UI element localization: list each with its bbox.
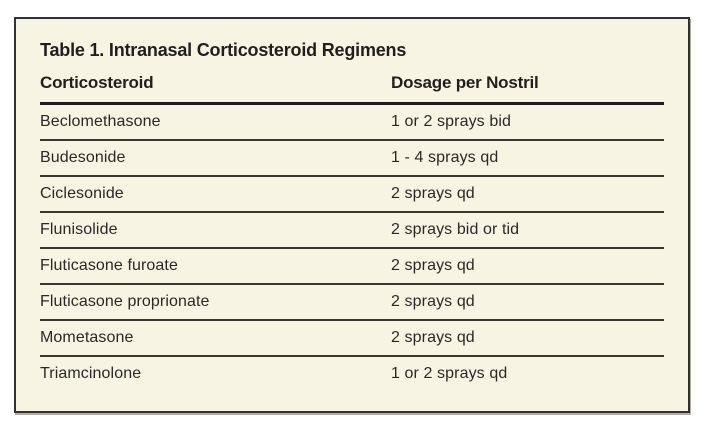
dosage-cell: 1 or 2 sprays bid	[391, 113, 511, 130]
drug-name-cell: Ciclesonide	[40, 185, 124, 202]
dosage-cell: 2 sprays qd	[391, 185, 475, 202]
dosage-cell: 2 sprays qd	[391, 293, 475, 310]
table-row: Fluticasone proprionate 2 sprays qd	[40, 285, 664, 321]
table-row: Triamcinolone 1 or 2 sprays qd	[40, 357, 664, 391]
drug-name-cell: Flunisolide	[40, 221, 118, 238]
table-row: Beclomethasone 1 or 2 sprays bid	[40, 105, 664, 141]
drug-name-cell: Fluticasone proprionate	[40, 293, 210, 310]
drug-name-cell: Beclomethasone	[40, 113, 161, 130]
drug-name-cell: Mometasone	[40, 329, 134, 346]
table-row: Flunisolide 2 sprays bid or tid	[40, 213, 664, 249]
dosage-cell: 1 or 2 sprays qd	[391, 365, 508, 382]
dosage-cell: 2 sprays qd	[391, 329, 475, 346]
drug-name-cell: Budesonide	[40, 149, 126, 166]
table-header-row: Corticosteroid Dosage per Nostril	[40, 73, 664, 105]
dosage-cell: 2 sprays qd	[391, 257, 475, 274]
column-header-dosage: Dosage per Nostril	[391, 73, 539, 92]
table-title: Table 1. Intranasal Corticosteroid Regim…	[40, 40, 407, 60]
table-row: Fluticasone furoate 2 sprays qd	[40, 249, 664, 285]
column-header-corticosteroid: Corticosteroid	[40, 73, 154, 92]
dosage-cell: 1 - 4 sprays qd	[391, 149, 499, 166]
drug-name-cell: Triamcinolone	[40, 365, 142, 382]
dosage-cell: 2 sprays bid or tid	[391, 221, 520, 238]
drug-name-cell: Fluticasone furoate	[40, 257, 178, 274]
table-row: Mometasone 2 sprays qd	[40, 321, 664, 357]
table-card: Table 1. Intranasal Corticosteroid Regim…	[14, 17, 690, 413]
table-row: Ciclesonide 2 sprays qd	[40, 177, 664, 213]
table-body: Beclomethasone 1 or 2 sprays bid Budeson…	[40, 105, 664, 391]
table-row: Budesonide 1 - 4 sprays qd	[40, 141, 664, 177]
